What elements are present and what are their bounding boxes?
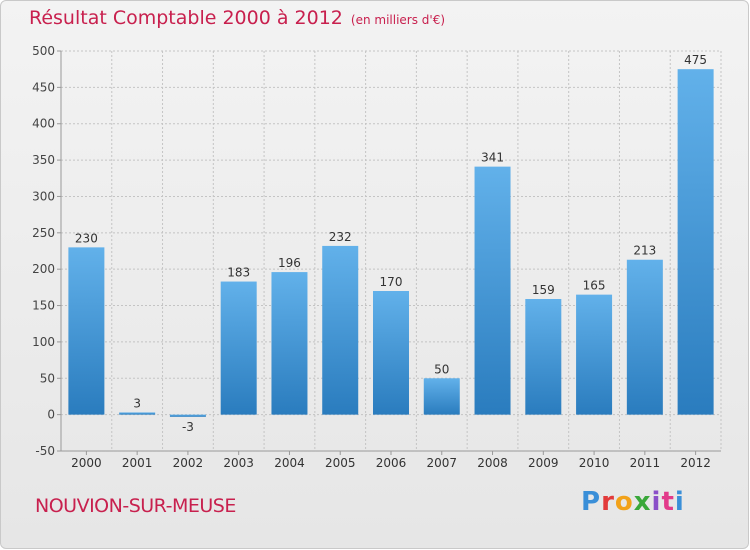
grid-lines xyxy=(60,50,722,452)
x-tick-label-2012: 2012 xyxy=(680,456,711,470)
bar-2006 xyxy=(373,291,409,415)
data-label-2010: 165 xyxy=(583,279,606,293)
data-label-2012: 475 xyxy=(684,53,707,67)
bars xyxy=(68,69,714,417)
y-tick-label: 50 xyxy=(40,371,55,385)
data-label-2000: 230 xyxy=(75,231,98,245)
data-label-2008: 341 xyxy=(481,151,504,165)
bar-2005 xyxy=(322,245,359,415)
y-tick-label: 150 xyxy=(32,299,55,313)
bar-2011 xyxy=(626,259,663,415)
x-tick-label-2005: 2005 xyxy=(325,456,356,470)
y-tick-label: 500 xyxy=(32,44,55,58)
y-tick-label: 0 xyxy=(47,408,55,422)
y-tick-label: 250 xyxy=(32,226,55,240)
y-tick-label: 200 xyxy=(32,262,55,276)
bar-2004 xyxy=(271,272,308,415)
x-tick-label-2003: 2003 xyxy=(223,456,254,470)
y-tick-label: 350 xyxy=(32,153,55,167)
x-tick-label-2010: 2010 xyxy=(579,456,610,470)
bar-2002 xyxy=(169,414,206,417)
x-tick-label-2002: 2002 xyxy=(173,456,204,470)
bar-2003 xyxy=(220,281,257,415)
bar-2012 xyxy=(677,69,714,415)
y-tick-label: 100 xyxy=(32,335,55,349)
data-label-2002: -3 xyxy=(182,420,194,434)
bar-2000 xyxy=(68,247,105,415)
bar-2010 xyxy=(576,294,613,415)
x-tick-label-2004: 2004 xyxy=(274,456,305,470)
x-tick-label-2001: 2001 xyxy=(122,456,153,470)
proxiti-logo: Proxiti xyxy=(581,487,685,517)
x-tick-label-2011: 2011 xyxy=(630,456,661,470)
data-label-2009: 159 xyxy=(532,283,555,297)
chart-title: Résultat Comptable 2000 à 2012 (en millie… xyxy=(29,7,445,29)
data-label-2005: 232 xyxy=(329,230,352,244)
x-tick-label-2006: 2006 xyxy=(376,456,407,470)
x-tick-label-2008: 2008 xyxy=(477,456,508,470)
y-tick-label: 450 xyxy=(32,80,55,94)
data-label-2006: 170 xyxy=(380,275,403,289)
data-label-2004: 196 xyxy=(278,256,301,270)
bar-2009 xyxy=(525,299,562,415)
x-tick-label-2000: 2000 xyxy=(71,456,102,470)
bar-2008 xyxy=(474,166,511,415)
bar-2001 xyxy=(119,412,156,415)
chart-title-text: Résultat Comptable 2000 à 2012 xyxy=(29,7,343,29)
data-label-2001: 3 xyxy=(133,396,141,410)
x-tick-label-2009: 2009 xyxy=(528,456,559,470)
data-label-2007: 50 xyxy=(434,362,449,376)
data-labels: 230 3 -3 183 196 232 170 50 341 159 165 213 475 xyxy=(75,53,707,434)
bar-2007 xyxy=(423,378,460,415)
y-tick-label: 400 xyxy=(32,117,55,131)
x-tick-label-2007: 2007 xyxy=(426,456,457,470)
data-label-2003: 183 xyxy=(227,266,250,280)
commune-name: NOUVION-SUR-MEUSE xyxy=(35,495,236,517)
chart-unit: (en milliers d'€) xyxy=(350,13,446,27)
data-label-2011: 213 xyxy=(633,244,656,258)
y-tick-label: -50 xyxy=(35,444,55,458)
y-tick-label: 300 xyxy=(32,189,55,203)
